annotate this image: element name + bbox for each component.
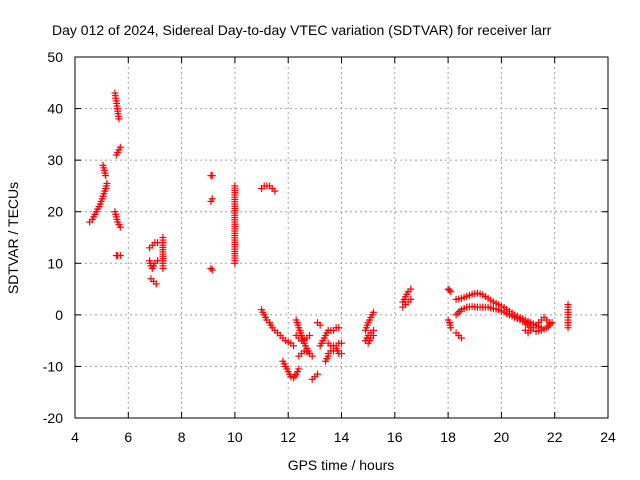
data-point (207, 264, 215, 272)
data-point (116, 143, 124, 151)
x-tick-label: 18 (440, 429, 456, 445)
data-point (306, 350, 314, 358)
data-point (115, 115, 123, 123)
data-point (457, 334, 465, 342)
x-tick-label: 22 (547, 429, 563, 445)
data-point (338, 350, 345, 358)
data-point (564, 324, 572, 332)
x-tick-labels: 4 6 8 10 12 14 16 18 20 22 24 (71, 429, 616, 445)
data-point (407, 285, 415, 293)
data-point (208, 266, 216, 274)
data-point (447, 288, 455, 296)
data-point (306, 331, 314, 339)
data-point (159, 264, 167, 272)
grid-lines (75, 57, 608, 418)
y-tick-label: 30 (47, 152, 63, 168)
data-point (116, 223, 124, 231)
data-point (407, 295, 415, 303)
data-points (86, 89, 572, 383)
x-tick-label: 4 (71, 429, 79, 445)
data-point (335, 324, 343, 332)
x-tick-label: 20 (494, 429, 510, 445)
data-point (452, 311, 460, 319)
y-tick-labels: -20 -10 0 10 20 30 40 50 (43, 49, 63, 426)
data-point (290, 342, 298, 350)
data-point (208, 195, 216, 203)
data-point (546, 320, 554, 328)
data-point (324, 352, 332, 360)
plot-frame (74, 56, 609, 419)
data-point (208, 172, 216, 180)
y-tick-label: -10 (43, 358, 63, 374)
data-point (338, 339, 345, 347)
x-tick-label: 14 (334, 429, 350, 445)
x-tick-label: 10 (227, 429, 243, 445)
y-axis-title: SDTVAR / TECUs (5, 182, 21, 294)
x-tick-label: 24 (600, 429, 616, 445)
data-point (152, 280, 160, 288)
data-point (231, 259, 239, 267)
chart-title: Day 012 of 2024, Sidereal Day-to-day VTE… (52, 22, 552, 38)
y-tick-label: 0 (55, 307, 63, 323)
x-tick-label: 6 (124, 429, 132, 445)
data-point (116, 252, 124, 260)
x-tick-label: 16 (387, 429, 403, 445)
data-point (454, 309, 462, 317)
y-tick-label: -20 (43, 410, 63, 426)
y-tick-label: 50 (47, 49, 63, 65)
x-tick-label: 8 (178, 429, 186, 445)
x-tick-label: 12 (280, 429, 296, 445)
data-point (369, 308, 377, 316)
data-point (548, 319, 556, 327)
data-point (369, 331, 377, 339)
data-point (314, 370, 322, 378)
data-point (103, 179, 111, 187)
x-axis-title: GPS time / hours (288, 457, 395, 473)
data-point (102, 172, 110, 180)
y-tick-label: 10 (47, 255, 63, 271)
y-tick-label: 20 (47, 204, 63, 220)
y-tick-label: 40 (47, 101, 63, 117)
data-point (271, 187, 279, 195)
data-point (316, 321, 324, 329)
data-point (295, 365, 303, 373)
data-point (445, 286, 453, 294)
data-point (447, 324, 455, 332)
